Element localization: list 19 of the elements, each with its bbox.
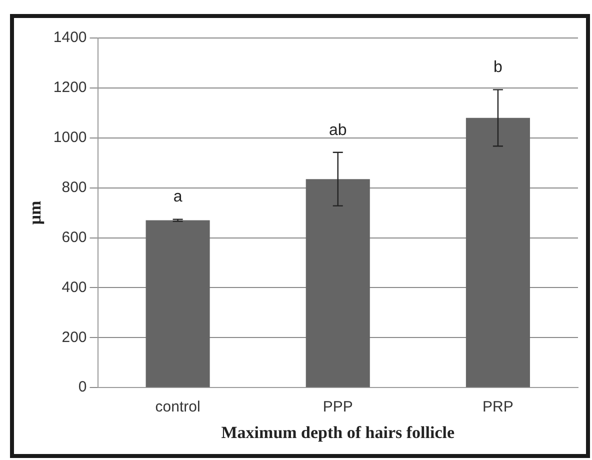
y-tick-label: 1200	[53, 79, 87, 96]
annotation: a	[173, 188, 182, 206]
bar	[466, 118, 530, 388]
x-tick-label: PRP	[482, 398, 514, 416]
annotation: b	[494, 59, 503, 76]
bar	[146, 220, 210, 388]
x-tick-label: PPP	[322, 398, 353, 416]
y-tick-label: 1000	[53, 129, 87, 146]
y-tick-label: 800	[62, 178, 87, 196]
y-tick-label: 600	[62, 228, 87, 246]
x-axis-title: Maximum depth of hairs follicle	[221, 423, 455, 442]
x-tick-label: control	[155, 398, 200, 416]
bar	[306, 179, 370, 388]
y-tick-label: 1400	[53, 29, 87, 46]
y-tick-label: 400	[62, 278, 87, 296]
y-axis-title: µm	[26, 200, 45, 225]
y-tick-label: 200	[62, 328, 87, 346]
y-tick-label: 0	[78, 378, 87, 396]
annotation: ab	[328, 122, 347, 139]
